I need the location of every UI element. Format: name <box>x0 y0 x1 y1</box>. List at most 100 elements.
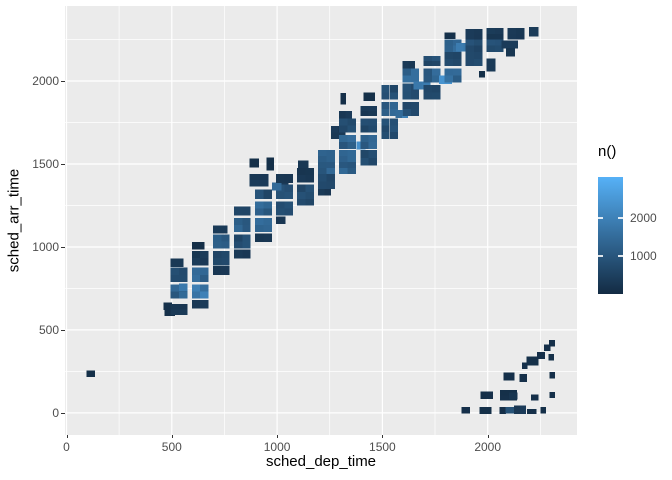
bin-tile <box>259 173 269 181</box>
bin-tile <box>465 45 474 52</box>
bin-tile <box>170 274 180 282</box>
bin-tile <box>242 217 251 225</box>
bin-tile <box>318 167 327 174</box>
bin-tile <box>499 406 506 414</box>
bin-tile <box>339 118 348 126</box>
bin-tile <box>495 45 504 52</box>
bin-tile <box>431 92 441 100</box>
bin-tile <box>179 267 188 275</box>
bin-tile <box>360 157 369 166</box>
bin-tile <box>249 173 260 181</box>
bin-tile <box>263 208 272 216</box>
bin-tile <box>548 354 554 361</box>
bin-tile <box>381 125 390 133</box>
bin-tile <box>381 92 390 100</box>
bin-tile <box>465 59 474 67</box>
legend-tick-mark <box>618 217 623 219</box>
x-tick-mark <box>382 435 384 438</box>
legend-tick-mark <box>618 255 623 257</box>
bin-tile <box>410 91 420 100</box>
bin-tile <box>438 75 446 84</box>
bin-tile <box>410 68 420 76</box>
legend-gradient-bar <box>598 177 623 294</box>
bin-tile <box>444 75 453 83</box>
bin-tile <box>221 266 230 276</box>
bin-tile <box>170 291 180 299</box>
bin-tile <box>212 258 222 266</box>
bin-tile <box>479 406 492 414</box>
bin-tile <box>297 198 306 206</box>
bin-tile <box>389 108 399 116</box>
bin-tile <box>284 184 293 192</box>
bin-tile <box>360 149 369 158</box>
bin-tile <box>389 92 399 100</box>
bin-tile <box>526 408 537 414</box>
bin-tile <box>516 33 525 40</box>
bin-tile <box>537 352 545 359</box>
bin-tile <box>507 33 517 40</box>
bin-tile <box>444 45 453 52</box>
bin-tile <box>255 233 264 242</box>
bin-tile <box>233 249 243 259</box>
bin-tile <box>164 309 175 316</box>
bin-tile <box>360 105 369 111</box>
bin-tile <box>474 34 483 40</box>
bin-tile <box>528 26 539 37</box>
bin-tile <box>368 110 378 116</box>
x-tick-label: 2000 <box>474 440 502 454</box>
bin-tile <box>402 108 411 116</box>
bin-tile <box>255 208 264 216</box>
bin-tile <box>478 71 486 78</box>
bin-tile <box>200 267 209 275</box>
bin-tile <box>444 68 453 76</box>
bin-tile <box>221 258 230 266</box>
bin-tile <box>544 344 551 351</box>
bin-tile <box>423 56 432 62</box>
x-tick-label: 1500 <box>369 440 396 454</box>
bin-tile <box>200 251 209 259</box>
bin-tile <box>423 68 432 76</box>
bin-tile <box>305 191 314 199</box>
bin-tile <box>548 339 556 347</box>
bin-tile <box>368 125 378 133</box>
bin-tile <box>340 98 347 105</box>
bin-tile <box>486 39 495 46</box>
bin-tile <box>516 28 525 34</box>
bin-tile <box>368 105 378 111</box>
bin-tile <box>200 258 209 266</box>
bin-tile <box>191 274 201 282</box>
bin-tile <box>360 110 369 116</box>
bin-tile <box>360 118 369 126</box>
bin-tile <box>360 134 369 142</box>
bin-tile <box>509 40 519 49</box>
bin-tile <box>514 405 521 414</box>
bin-tile <box>444 59 453 67</box>
bin-tile <box>330 125 339 133</box>
bin-tile <box>263 189 272 199</box>
bin-tile <box>402 101 411 109</box>
bin-tile <box>266 164 274 171</box>
bin-tile <box>474 52 483 60</box>
bin-tile <box>326 167 335 174</box>
bin-tile <box>177 258 184 267</box>
bin-tile <box>191 267 201 275</box>
bin-tile <box>305 184 314 192</box>
bin-tile <box>465 52 474 60</box>
bin-tile <box>276 173 285 183</box>
bin-tile <box>519 373 527 383</box>
bin-tile <box>347 118 356 126</box>
bin-tile <box>298 160 309 169</box>
bin-tile <box>200 291 209 299</box>
bin-tile <box>326 155 335 162</box>
bin-tile <box>179 291 188 299</box>
bin-tile <box>221 251 230 259</box>
bin-tile <box>326 173 335 182</box>
bin-tile <box>444 32 456 39</box>
bin-tile <box>191 284 201 292</box>
bin-tile <box>318 188 325 196</box>
y-tick-mark <box>61 81 65 82</box>
legend-tick-mark <box>598 255 603 257</box>
bin-tile <box>408 61 415 69</box>
bin-tile <box>480 391 487 399</box>
bin-tile <box>233 217 243 225</box>
